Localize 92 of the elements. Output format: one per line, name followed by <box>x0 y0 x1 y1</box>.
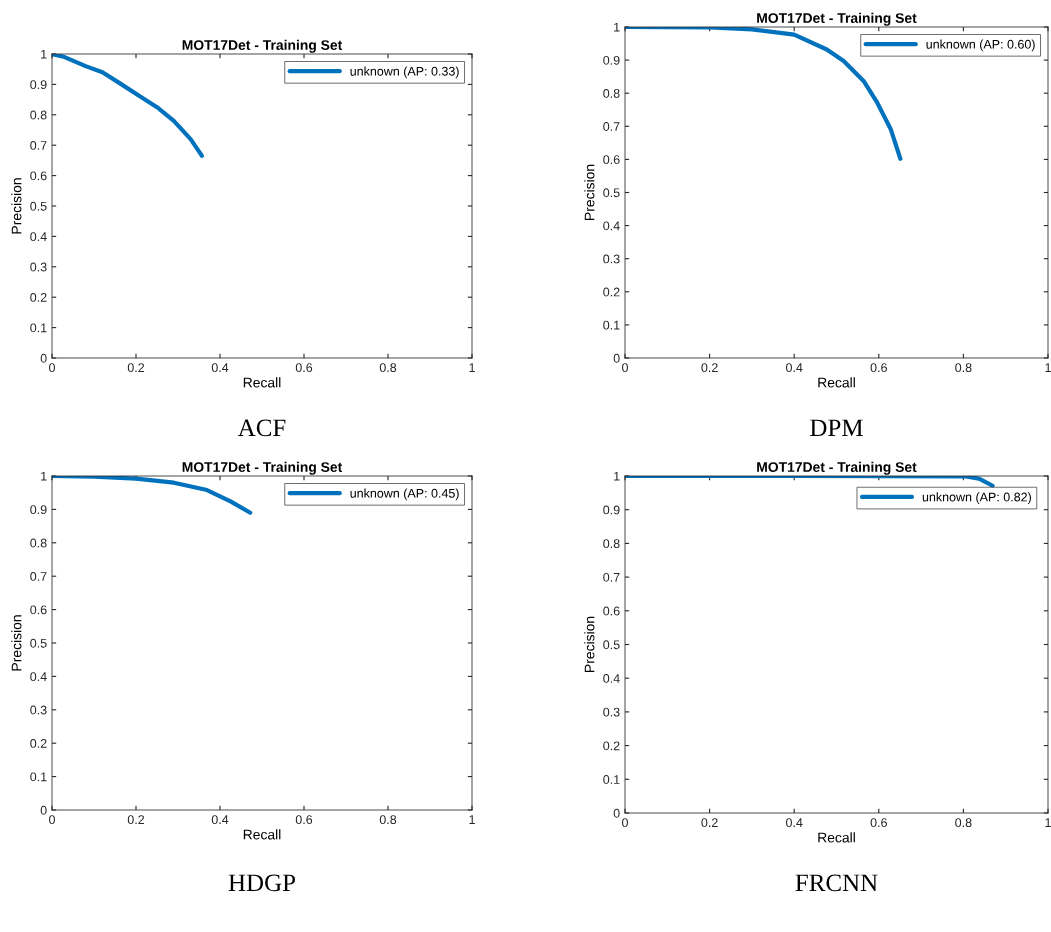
y-tick-label: 0.6 <box>603 155 620 165</box>
y-tick-label: 0.9 <box>603 505 620 515</box>
y-tick-label: 1 <box>614 471 620 481</box>
chart-title: MOT17Det - Training Set <box>757 461 917 475</box>
y-tick-label: 0.8 <box>603 539 620 549</box>
y-axis-title: Precision <box>11 615 22 671</box>
y-tick-label: 0.9 <box>603 55 620 65</box>
y-tick-label: 0.3 <box>603 254 620 264</box>
y-tick-label: 0.5 <box>30 201 47 211</box>
text: FRCNN <box>795 874 878 892</box>
y-tick-label: 0.4 <box>603 221 620 231</box>
x-axis-title: Recall <box>243 377 281 388</box>
chart-title: MOT17Det - Training Set <box>757 12 917 26</box>
y-tick-label: 0.2 <box>603 287 620 297</box>
x-tick-label: 0.4 <box>211 363 229 373</box>
y-tick-label: 0.6 <box>603 606 620 616</box>
y-tick-label: 0 <box>40 353 47 363</box>
y-tick-label: 0.4 <box>603 674 620 683</box>
x-tick-label: 0.6 <box>295 363 313 373</box>
y-tick-label: 0.5 <box>30 638 47 648</box>
x-tick-label: 0 <box>49 363 55 373</box>
line-series <box>625 27 903 161</box>
x-tick-label: 0.4 <box>786 818 803 828</box>
y-tick-label: 0.2 <box>603 741 620 751</box>
x-axis-title: Recall <box>243 829 281 840</box>
y-tick-label: 0.6 <box>30 605 47 615</box>
legend-label: unknown (AP: 0.33) <box>350 66 459 79</box>
x-tick-label: 0.4 <box>211 815 229 825</box>
y-tick-label: 0.9 <box>30 80 47 90</box>
chart-title: MOT17Det - Training Set <box>182 461 343 475</box>
text: DPM <box>810 419 863 437</box>
y-tick-label: 1 <box>614 22 620 32</box>
legend-label: unknown (AP: 0.60) <box>926 39 1035 52</box>
y-tick-label: 0.1 <box>603 320 620 330</box>
y-axis-title: Precision <box>584 164 595 220</box>
x-tick-label: 0.2 <box>701 818 718 828</box>
y-tick-label: 0.3 <box>603 707 620 717</box>
x-tick-label: 0.2 <box>127 363 145 373</box>
x-axis-title: Recall <box>818 377 855 388</box>
y-tick-label: 0.1 <box>30 772 47 782</box>
x-tick-label: 0.2 <box>127 815 145 825</box>
x-tick-label: 0.6 <box>870 363 887 373</box>
y-tick-label: 0.7 <box>603 122 620 131</box>
y-tick-label: 0.7 <box>30 572 47 581</box>
x-tick-label: 0.8 <box>955 818 972 828</box>
y-tick-label: 0.4 <box>30 672 47 682</box>
text: HDGP <box>228 874 296 892</box>
line-series <box>52 476 253 515</box>
y-tick-label: 1 <box>41 471 47 481</box>
y-tick-label: 0.7 <box>603 572 620 582</box>
y-tick-label: 0 <box>613 353 620 363</box>
y-tick-label: 1 <box>41 49 47 59</box>
text: ACF <box>237 419 286 437</box>
y-tick-label: 0.5 <box>603 640 620 650</box>
y-tick-label: 0 <box>40 805 47 815</box>
y-tick-label: 0.9 <box>30 505 47 515</box>
x-tick-label: 0.8 <box>379 363 397 373</box>
x-tick-label: 0.6 <box>295 815 313 825</box>
y-tick-label: 0.2 <box>30 293 47 302</box>
x-tick-label: 0.4 <box>786 363 803 373</box>
y-tick-label: 0.7 <box>30 141 47 150</box>
x-tick-label: 1 <box>1045 363 1051 372</box>
y-axis-title: Precision <box>584 616 595 672</box>
y-tick-label: 0.1 <box>603 775 620 784</box>
y-tick-label: 0.1 <box>30 323 47 333</box>
y-tick-label: 0.8 <box>30 110 47 120</box>
y-axis-title: Precision <box>11 178 22 234</box>
x-tick-label: 0 <box>622 363 628 373</box>
x-tick-label: 1 <box>469 815 475 824</box>
y-tick-label: 0.3 <box>30 705 47 715</box>
y-tick-label: 0.6 <box>30 171 47 181</box>
line-series <box>625 476 995 488</box>
chart-title: MOT17Det - Training Set <box>182 39 343 53</box>
legend-label: unknown (AP: 0.82) <box>922 492 1031 504</box>
legend-label: unknown (AP: 0.45) <box>350 488 459 501</box>
x-tick-label: 0.8 <box>955 363 972 373</box>
x-tick-label: 1 <box>1045 818 1051 827</box>
line-series <box>52 54 205 158</box>
y-tick-label: 0 <box>613 808 620 818</box>
x-tick-label: 0 <box>49 815 55 825</box>
y-tick-label: 0.8 <box>603 89 620 98</box>
y-tick-label: 0.4 <box>30 232 47 242</box>
x-tick-label: 0.2 <box>701 363 718 373</box>
x-tick-label: 1 <box>469 363 475 372</box>
x-axis-title: Recall <box>818 832 855 843</box>
x-tick-label: 0.8 <box>379 815 397 825</box>
x-tick-label: 0.6 <box>870 818 887 828</box>
y-tick-label: 0.8 <box>30 538 47 548</box>
x-tick-label: 0 <box>622 818 628 828</box>
y-tick-label: 0.2 <box>30 739 47 748</box>
y-tick-label: 0.5 <box>603 188 620 198</box>
y-tick-label: 0.3 <box>30 262 47 272</box>
